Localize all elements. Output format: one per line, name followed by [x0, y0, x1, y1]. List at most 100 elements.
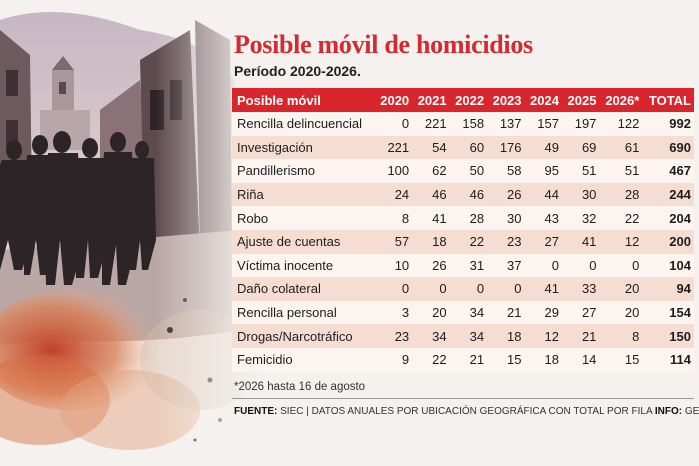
row-value-2023: 58 [507, 163, 522, 179]
table-row: Femicidio 9 22 21 15 18 14 15 114 [232, 347, 694, 372]
row-total: 150 [669, 328, 691, 344]
row-value-2021: 46 [432, 187, 447, 203]
table-row: Riña 24 46 46 26 44 30 28 244 [232, 182, 694, 207]
row-value-2026: 20 [624, 305, 640, 321]
row-value-2021: 22 [432, 352, 447, 368]
row-value-2020: 0 [401, 281, 410, 297]
row-value-2024: 12 [544, 328, 559, 344]
row-value-2026: 28 [624, 187, 640, 203]
row-value-2020: 57 [394, 234, 410, 250]
row-value-2025: 14 [581, 352, 597, 368]
row-category: Drogas/Narcotráfico [237, 328, 353, 344]
source-line: FUENTE: SIEC | DATOS ANUALES POR UBICACI… [234, 406, 699, 417]
illustration [0, 0, 260, 466]
header-total: TOTAL [648, 92, 691, 108]
page-subtitle: Período 2020-2026. [234, 63, 361, 79]
row-value-2024: 157 [537, 116, 559, 132]
row-value-2023: 21 [507, 305, 522, 321]
row-value-2026: 8 [632, 328, 640, 344]
row-category: Rencilla personal [237, 305, 337, 321]
row-total: 244 [669, 187, 691, 203]
row-value-2020: 3 [401, 305, 410, 321]
header-2023: 2023 [492, 92, 522, 108]
row-value-2021: 54 [432, 139, 447, 155]
row-value-2026: 0 [632, 257, 640, 273]
row-value-2025: 27 [581, 305, 597, 321]
row-value-2022: 34 [469, 328, 485, 344]
table-row: Drogas/Narcotráfico 23 34 34 18 12 21 8 150 [232, 324, 694, 348]
row-value-2023: 0 [514, 281, 522, 297]
table-row: Víctima inocente 10 26 31 37 0 0 0 104 [232, 253, 694, 278]
row-value-2020: 24 [394, 187, 410, 203]
row-value-2024: 0 [551, 257, 559, 273]
watercolor-street-scene [0, 0, 260, 466]
row-value-2024: 43 [544, 210, 559, 226]
row-total: 154 [669, 305, 691, 321]
row-value-2022: 21 [469, 352, 485, 368]
row-value-2023: 30 [507, 210, 522, 226]
table-row: Pandillerismo 100 62 50 58 95 51 51 467 [232, 159, 694, 183]
page-title: Posible móvil de homicidios [234, 30, 533, 59]
row-value-2025: 32 [581, 210, 597, 226]
row-value-2025: 197 [574, 116, 597, 132]
row-total: 114 [670, 352, 691, 368]
table-row: Ajuste de cuentas 57 18 22 23 27 41 12 200 [232, 229, 694, 254]
source-text: SIEC | DATOS ANUALES POR UBICACIÓN GEOGR… [277, 406, 655, 417]
row-value-2025: 33 [581, 281, 597, 297]
row-total: 200 [669, 234, 691, 250]
header-category: Posible móvil [237, 92, 321, 108]
row-value-2022: 34 [469, 305, 485, 321]
row-category: Ajuste de cuentas [237, 234, 341, 250]
header-2021: 2021 [417, 92, 447, 108]
row-value-2024: 27 [544, 234, 559, 250]
row-value-2020: 0 [401, 116, 410, 132]
table-row: Rencilla delincuencial 0 221 158 137 157 197 12… [232, 112, 694, 136]
row-value-2025: 41 [581, 234, 597, 250]
row-value-2026: 15 [624, 352, 640, 368]
content-panel: Posible móvil de homicidios Período 2020… [228, 0, 699, 466]
table-row: Investigación 221 54 60 176 49 69 61 690 [232, 135, 694, 160]
table-header-row: Posible móvil 2020 2021 2022 2023 2024 2… [232, 88, 694, 112]
row-category: Víctima inocente [237, 257, 334, 273]
row-value-2023: 15 [507, 352, 522, 368]
row-value-2024: 49 [544, 139, 559, 155]
table-row: Robo 8 41 28 30 43 32 22 204 [232, 206, 694, 230]
row-value-2021: 26 [432, 257, 447, 273]
row-value-2025: 21 [581, 328, 597, 344]
row-value-2021: 20 [432, 305, 447, 321]
row-value-2026: 122 [617, 116, 640, 132]
row-value-2022: 31 [469, 257, 485, 273]
row-category: Investigación [237, 139, 313, 155]
row-value-2025: 69 [581, 139, 597, 155]
row-value-2020: 100 [387, 163, 410, 179]
header-2020: 2020 [380, 92, 410, 108]
row-category: Pandillerismo [237, 163, 316, 179]
row-value-2022: 28 [469, 210, 485, 226]
header-2025: 2025 [567, 92, 597, 108]
info-label: INFO: [654, 406, 683, 417]
row-value-2024: 29 [544, 305, 559, 321]
row-value-2021: 62 [432, 163, 447, 179]
homicide-motive-table: Posible móvil 2020 2021 2022 2023 2024 2… [232, 88, 694, 372]
row-value-2026: 20 [624, 281, 640, 297]
row-value-2021: 41 [432, 210, 447, 226]
row-value-2025: 0 [589, 257, 597, 273]
row-total: 690 [669, 139, 691, 155]
table-row: Rencilla personal 3 20 34 21 29 27 20 154 [232, 300, 694, 325]
row-total: 204 [669, 210, 691, 226]
row-total: 467 [669, 163, 691, 179]
row-value-2024: 41 [544, 281, 559, 297]
header-2022: 2022 [455, 92, 485, 108]
row-category: Femicidio [237, 352, 293, 368]
row-value-2023: 37 [507, 257, 522, 273]
info-text: GESE [684, 406, 699, 417]
row-value-2023: 18 [507, 328, 522, 344]
row-value-2021: 34 [432, 328, 447, 344]
row-value-2022: 46 [469, 187, 485, 203]
row-value-2021: 0 [439, 281, 447, 297]
row-value-2026: 51 [624, 163, 640, 179]
row-value-2025: 51 [581, 163, 597, 179]
row-value-2021: 18 [432, 234, 447, 250]
row-value-2024: 95 [544, 163, 559, 179]
row-value-2024: 18 [544, 352, 559, 368]
